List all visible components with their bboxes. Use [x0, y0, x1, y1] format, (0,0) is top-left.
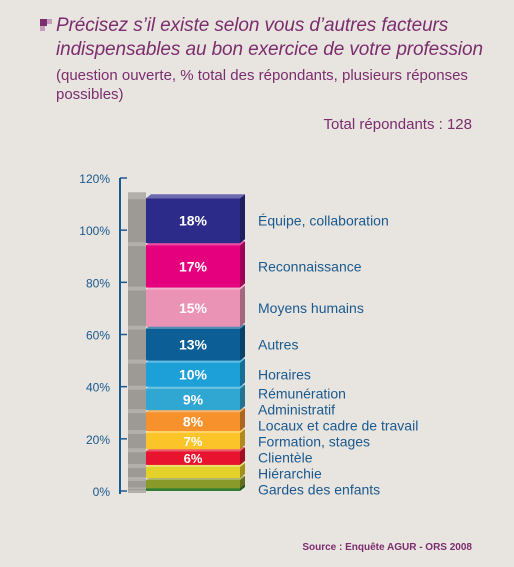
segment-side — [240, 484, 245, 491]
value-label: 10% — [179, 367, 208, 383]
segment-top — [146, 194, 245, 199]
value-label: 7% — [184, 434, 203, 449]
category-label: Locaux et cadre de travail — [258, 418, 418, 434]
y-tick-label: 120% — [79, 172, 110, 186]
segment-side — [240, 285, 245, 327]
value-label: 17% — [179, 258, 208, 274]
bar-segment — [128, 194, 245, 244]
segment-front — [146, 433, 240, 450]
y-tick-label: 100% — [79, 224, 110, 238]
segment-side — [240, 324, 245, 361]
segment-side — [240, 462, 245, 478]
segment-front — [146, 198, 240, 244]
value-label: 15% — [179, 300, 208, 316]
segment-side — [240, 194, 245, 244]
category-label: Administratif — [258, 402, 335, 418]
y-tick-label: 0% — [93, 485, 111, 499]
segment-side — [240, 358, 245, 387]
value-label: 18% — [179, 213, 208, 229]
category-label: Moyens humains — [258, 300, 364, 316]
segment-shadow — [128, 290, 146, 326]
value-label: 6% — [184, 451, 203, 466]
title-bullet-icon — [40, 19, 54, 33]
category-label: Horaires — [258, 367, 311, 383]
segment-front — [146, 412, 240, 432]
segment-front — [146, 289, 240, 327]
category-label: Clientèle — [258, 450, 313, 466]
segment-shadow — [128, 452, 146, 464]
chart-title: Précisez s’il existe selon vous d’autres… — [56, 15, 483, 60]
source-note: Source : Enquête AGUR - ORS 2008 — [302, 542, 472, 553]
category-labels: 6% 7% 8% 9% 10% 13% 15% 17% 18% Gardes des enfant… — [179, 213, 418, 498]
category-label: Gardes des enfants — [258, 482, 380, 498]
segment-shadow — [128, 329, 146, 360]
value-label: 13% — [179, 337, 208, 353]
segment-side — [240, 384, 245, 411]
total-respondents: Total répondants : 128 — [323, 116, 472, 133]
segment-side — [240, 241, 245, 288]
category-label: Rémunération — [258, 386, 346, 402]
segment-shadow — [128, 246, 146, 287]
segment-shadow — [128, 413, 146, 431]
segment-front — [146, 362, 240, 387]
segment-shadow — [128, 363, 146, 386]
bar-segment — [128, 324, 245, 361]
y-tick-label: 60% — [86, 329, 110, 343]
chart-subtitle: (question ouverte, % total des répondant… — [56, 67, 468, 103]
category-label: Équipe, collaboration — [258, 213, 389, 229]
segment-front — [146, 245, 240, 288]
y-tick-label: 20% — [86, 433, 110, 447]
value-label: 9% — [183, 391, 204, 407]
category-label: Autres — [258, 337, 298, 353]
y-tick-label: 40% — [86, 381, 110, 395]
segment-front — [146, 328, 240, 361]
segment-shadow — [128, 389, 146, 410]
segment-front — [146, 466, 240, 478]
segment-shadow — [128, 467, 146, 477]
segment-front — [146, 388, 240, 411]
segment-side — [240, 408, 245, 432]
value-label: 8% — [183, 414, 204, 430]
bar-segment — [128, 429, 245, 450]
segment-side — [240, 447, 245, 465]
bar-segments — [128, 194, 245, 491]
segment-side — [240, 475, 245, 489]
segment-front — [146, 451, 240, 465]
y-axis: 120% 100% 80% 60% 40% 20% 0% — [79, 172, 127, 499]
category-label: Formation, stages — [258, 434, 370, 450]
segment-side — [240, 429, 245, 450]
y-tick-label: 80% — [86, 276, 110, 290]
segment-shadow — [128, 489, 146, 490]
segment-front — [146, 488, 240, 491]
category-label: Hiérarchie — [258, 466, 322, 482]
segment-front — [146, 479, 240, 489]
segment-shadow — [128, 199, 146, 243]
segment-shadow — [128, 480, 146, 488]
segment-shadow — [128, 434, 146, 449]
category-label: Reconnaissance — [258, 258, 362, 274]
